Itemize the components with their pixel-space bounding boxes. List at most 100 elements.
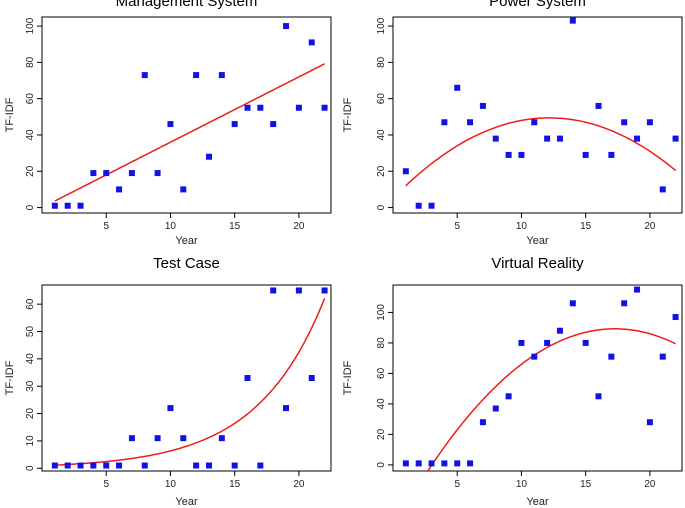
fit-curve xyxy=(426,328,676,471)
data-point xyxy=(454,460,461,467)
data-point xyxy=(531,119,538,126)
data-point xyxy=(428,202,435,209)
y-tick-label: 30 xyxy=(25,380,36,392)
data-point xyxy=(308,39,315,46)
data-point xyxy=(321,104,328,111)
chart-title: Management System xyxy=(116,0,258,10)
y-tick-label: 40 xyxy=(376,398,387,410)
x-tick-label: 10 xyxy=(165,479,177,490)
data-point xyxy=(402,168,409,175)
y-tick-label: 20 xyxy=(376,428,387,440)
y-tick-label: 20 xyxy=(25,408,36,420)
data-point xyxy=(154,435,161,442)
data-point xyxy=(90,462,97,469)
data-point xyxy=(167,121,174,128)
data-point xyxy=(51,462,58,469)
y-tick-label: 0 xyxy=(25,204,36,210)
data-point xyxy=(569,17,576,24)
data-point xyxy=(231,462,238,469)
data-point xyxy=(659,353,666,360)
x-tick-label: 20 xyxy=(293,479,305,490)
y-tick-label: 100 xyxy=(25,17,36,34)
data-point xyxy=(621,119,628,126)
data-point xyxy=(193,462,200,469)
chart-title: Power System xyxy=(489,0,586,10)
data-point xyxy=(646,419,653,426)
x-tick-label: 5 xyxy=(103,479,109,490)
y-tick-label: 60 xyxy=(376,367,387,379)
x-tick-label: 20 xyxy=(644,479,656,490)
data-point xyxy=(218,435,225,442)
y-axis-label: TF-IDF xyxy=(4,97,16,132)
x-tick-label: 10 xyxy=(165,221,177,232)
data-point xyxy=(441,119,448,126)
y-tick-label: 50 xyxy=(25,326,36,338)
data-point xyxy=(441,460,448,467)
data-point xyxy=(193,72,200,79)
data-point xyxy=(244,104,251,111)
data-point xyxy=(634,286,641,293)
y-tick-label: 40 xyxy=(25,129,36,141)
data-point xyxy=(569,300,576,307)
y-tick-label: 100 xyxy=(376,304,387,321)
data-point xyxy=(141,72,148,79)
x-tick-label: 5 xyxy=(454,479,460,490)
y-axis-label: TF-IDF xyxy=(4,360,16,395)
data-point xyxy=(77,202,84,209)
data-point xyxy=(180,186,187,193)
fit-curve xyxy=(54,298,326,466)
y-tick-label: 100 xyxy=(376,17,387,34)
x-tick-label: 10 xyxy=(516,479,528,490)
chart-panel-1: Management System 5 10 15 20 0 20 40 60 80 100 Year… xyxy=(4,0,332,247)
data-point xyxy=(479,102,486,109)
y-tick-label: 40 xyxy=(25,353,36,365)
x-axis-label: Year xyxy=(175,496,198,508)
data-point xyxy=(479,419,486,426)
data-point xyxy=(608,353,615,360)
data-point xyxy=(167,405,174,412)
y-tick-label: 20 xyxy=(376,165,387,177)
x-tick-label: 20 xyxy=(293,221,305,232)
data-point xyxy=(505,151,512,158)
x-tick-label: 20 xyxy=(644,221,656,232)
data-point xyxy=(518,339,525,346)
y-tick-label: 80 xyxy=(376,337,387,349)
data-point xyxy=(231,121,238,128)
data-point xyxy=(64,462,71,469)
data-point xyxy=(270,121,277,128)
data-point xyxy=(270,287,277,294)
data-point xyxy=(295,287,302,294)
data-point xyxy=(415,460,422,467)
data-point xyxy=(428,460,435,467)
data-point xyxy=(257,104,264,111)
data-point xyxy=(154,170,161,177)
data-point xyxy=(659,186,666,193)
y-tick-label: 60 xyxy=(25,298,36,310)
data-point xyxy=(295,104,302,111)
data-point xyxy=(77,462,84,469)
data-point xyxy=(180,435,187,442)
data-point xyxy=(582,339,589,346)
fit-curve xyxy=(405,117,677,187)
data-point xyxy=(116,462,123,469)
chart-title: Virtual Reality xyxy=(491,255,584,272)
x-tick-label: 15 xyxy=(229,221,241,232)
data-point xyxy=(218,72,225,79)
y-tick-label: 40 xyxy=(376,129,387,141)
data-point xyxy=(518,151,525,158)
x-tick-label: 15 xyxy=(580,479,592,490)
data-point xyxy=(544,135,551,142)
data-point xyxy=(103,170,110,177)
x-tick-label: 15 xyxy=(229,479,241,490)
data-point xyxy=(64,202,71,209)
data-point xyxy=(308,375,315,381)
data-point xyxy=(321,287,328,294)
y-tick-label: 60 xyxy=(25,93,36,105)
x-axis-label: Year xyxy=(526,496,549,508)
data-point xyxy=(467,119,474,126)
data-point xyxy=(90,170,97,177)
data-point xyxy=(608,151,615,158)
y-tick-label: 0 xyxy=(376,462,387,468)
data-point xyxy=(128,435,135,442)
